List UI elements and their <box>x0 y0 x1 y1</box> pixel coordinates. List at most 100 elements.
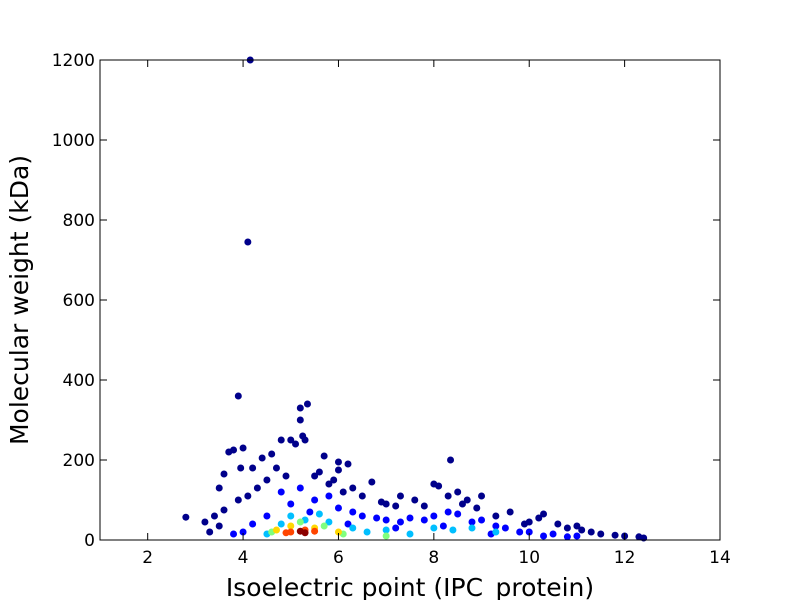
x-tick-label: 8 <box>428 548 439 568</box>
point <box>492 528 500 536</box>
point <box>344 460 352 468</box>
point <box>349 484 357 492</box>
point <box>430 512 438 520</box>
point <box>299 432 307 440</box>
y-tick-label: 1200 <box>52 51 95 71</box>
point <box>420 516 428 524</box>
point <box>320 452 328 460</box>
point <box>573 532 581 540</box>
point <box>282 472 290 480</box>
point <box>306 508 314 516</box>
point <box>506 508 514 516</box>
point <box>287 436 295 444</box>
x-tick-label: 4 <box>238 548 249 568</box>
point <box>358 512 366 520</box>
point <box>540 510 548 518</box>
point <box>334 458 342 466</box>
point <box>396 492 404 500</box>
point <box>396 518 404 526</box>
point <box>540 532 548 540</box>
point <box>377 498 385 506</box>
point <box>311 496 319 504</box>
point <box>525 528 533 536</box>
x-axis-label: Isoelectric point (IPC_protein) <box>226 573 594 600</box>
point <box>234 392 242 400</box>
point <box>334 466 342 474</box>
point <box>315 510 323 518</box>
point <box>334 504 342 512</box>
y-tick-label: 400 <box>63 371 95 391</box>
point <box>454 488 462 496</box>
point <box>249 464 257 472</box>
point <box>406 530 414 538</box>
point <box>468 524 476 532</box>
point <box>478 492 486 500</box>
point <box>444 492 452 500</box>
point <box>492 512 500 520</box>
point <box>215 522 223 530</box>
point <box>344 520 352 528</box>
point <box>535 514 543 522</box>
point <box>473 504 481 512</box>
point <box>311 472 319 480</box>
y-tick-label: 1000 <box>52 131 95 151</box>
point <box>296 484 304 492</box>
point <box>287 522 295 530</box>
point <box>272 464 280 472</box>
point <box>587 528 595 536</box>
point <box>244 492 252 500</box>
point <box>296 416 304 424</box>
point <box>444 508 452 516</box>
point <box>392 502 400 510</box>
point <box>201 518 209 526</box>
point <box>311 527 319 535</box>
point <box>578 526 586 534</box>
point <box>239 444 247 452</box>
point <box>225 448 233 456</box>
x-tick-label: 2 <box>142 548 153 568</box>
point <box>215 484 223 492</box>
y-tick-label: 200 <box>63 451 95 471</box>
y-axis-label: Molecular weight (kDa) <box>5 155 34 445</box>
y-tick-label: 600 <box>63 291 95 311</box>
point <box>296 404 304 412</box>
point <box>373 514 381 522</box>
point <box>363 528 371 536</box>
point <box>468 518 476 526</box>
point <box>334 528 342 536</box>
point <box>301 529 309 537</box>
point <box>382 526 390 534</box>
point <box>435 482 443 490</box>
point <box>501 524 509 532</box>
point <box>392 524 400 532</box>
point <box>268 450 276 458</box>
point <box>368 478 376 486</box>
point <box>182 513 190 521</box>
point <box>277 488 285 496</box>
point <box>458 500 466 508</box>
point <box>358 492 366 500</box>
point <box>525 518 533 526</box>
point <box>315 468 323 476</box>
point <box>287 512 295 520</box>
x-tick-label: 6 <box>333 548 344 568</box>
point <box>277 520 285 528</box>
x-tick-label: 12 <box>614 548 636 568</box>
point <box>258 454 266 462</box>
point <box>597 530 605 538</box>
x-tick-label: 10 <box>518 548 540 568</box>
point <box>382 516 390 524</box>
point <box>206 528 214 536</box>
point <box>263 512 271 520</box>
point <box>272 526 280 534</box>
point <box>253 484 261 492</box>
point <box>330 476 338 484</box>
point <box>516 528 524 536</box>
point <box>439 522 447 530</box>
point <box>611 531 619 539</box>
x-tick-label: 14 <box>709 548 731 568</box>
point <box>478 516 486 524</box>
point <box>249 520 257 528</box>
